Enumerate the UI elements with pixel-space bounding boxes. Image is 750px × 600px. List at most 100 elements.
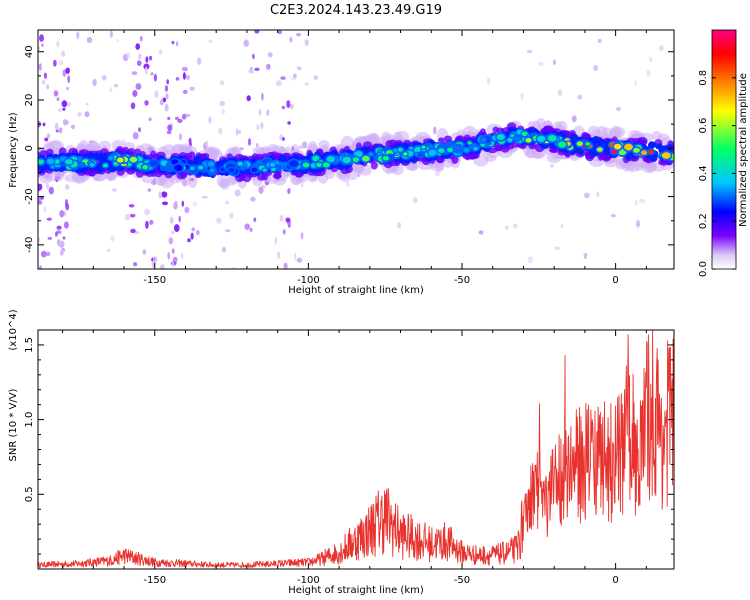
spectrogram-speckle (583, 192, 590, 199)
spectrogram-speckle (131, 71, 138, 75)
spectrogram-speckle (56, 40, 60, 48)
y-tick-label: -20 (24, 188, 35, 204)
y-tick-label: 1.5 (24, 337, 35, 353)
spectrogram-speckle (300, 232, 304, 240)
spectrogram-cell (278, 154, 287, 162)
spectrogram-peak (507, 138, 513, 143)
spectrogram-speckle (61, 100, 68, 108)
spectrogram-speckle (142, 249, 147, 255)
spectrogram-speckle (296, 257, 303, 263)
spectrogram-peak (60, 162, 65, 166)
spectrogram-speckle (61, 50, 66, 57)
spectrogram-speckle (38, 63, 42, 71)
spectrogram-speckle (253, 217, 257, 222)
spectrogram-speckle (173, 200, 178, 208)
spectrogram-speckle (197, 57, 202, 65)
spectrogram-speckle (59, 210, 65, 218)
spectrogram-x-ticks: -150 -100 -50 0 (62, 30, 647, 286)
spectrogram-speckle (40, 250, 47, 258)
spectrogram-cell (179, 143, 192, 154)
spectrogram-speckle (175, 41, 179, 47)
spectrogram-speckle (46, 84, 50, 90)
spectrogram-speckle (54, 231, 58, 237)
spectrogram-speckle (135, 43, 140, 50)
colorbar-tick-label: 0.8 (698, 70, 709, 86)
snr-x-ticks: -150 -100 -50 0 (62, 330, 647, 586)
spectrogram-speckle (152, 256, 158, 263)
spectrogram-peak (521, 131, 528, 136)
spectrogram-speckle (397, 222, 402, 229)
spectrogram-peak (641, 150, 647, 155)
spectrogram-peak (142, 165, 149, 170)
spectrogram-speckle (285, 217, 291, 223)
spectrogram-speckle (635, 200, 638, 206)
spectrogram-speckle (221, 246, 227, 253)
spectrogram-speckle (86, 102, 89, 106)
colorbar-label: Normalized spectral amplitude (738, 73, 749, 227)
spectrogram-peak (171, 159, 179, 165)
y-tick-label: 0 (24, 145, 35, 151)
spectrogram-cell (648, 142, 657, 148)
spectrogram-speckle (144, 208, 151, 216)
spectrogram-speckle (171, 248, 175, 254)
spectrogram-speckle (248, 69, 254, 74)
spectrogram-speckle (57, 108, 62, 112)
spectrogram-speckle (139, 35, 143, 42)
spectrogram-cell (39, 165, 45, 174)
spectrogram-cell (95, 166, 103, 173)
spectrogram-speckle (300, 181, 304, 188)
spectrogram-cell (219, 178, 228, 188)
spectrogram-speckle (84, 111, 90, 118)
spectrogram-speckle (130, 102, 136, 110)
spectrogram-cell (340, 135, 354, 150)
spectrogram-speckle (160, 264, 165, 269)
spectrogram-speckle (250, 196, 256, 202)
spectrogram-speckle (65, 184, 70, 190)
spectrogram-peak (576, 141, 583, 147)
spectrogram-peak (174, 164, 183, 171)
spectrogram-speckle (282, 137, 285, 141)
spectrogram-peak (190, 166, 195, 171)
spectrogram-speckle (244, 223, 250, 230)
x-tick-label: -50 (454, 575, 470, 586)
x-tick-label: -100 (297, 575, 320, 586)
spectrogram-cell (39, 174, 53, 184)
spectrogram-speckle (148, 117, 152, 122)
spectrogram-speckle (577, 94, 583, 100)
spectrogram-speckle (221, 108, 225, 115)
spectrogram-peak (46, 158, 55, 164)
x-tick-label: -150 (143, 275, 166, 286)
colorbar-gradient (711, 29, 737, 270)
spectrogram-peak (463, 148, 470, 153)
spectrogram-peak (514, 136, 521, 141)
spectrogram-cell (634, 163, 644, 171)
spectrogram-speckle (192, 200, 197, 207)
spectrogram-speckle (180, 252, 184, 259)
colorbar-tick-label: 0.2 (698, 213, 709, 229)
spectrogram-speckle (167, 116, 171, 121)
spectrogram-speckle (59, 59, 64, 66)
x-tick-label: -50 (454, 275, 470, 286)
spectrogram-speckle (648, 56, 653, 63)
spectrogram-peak (207, 161, 215, 167)
spectrogram-cell (528, 143, 537, 150)
spectrogram-speckle (65, 67, 70, 74)
spectrogram-speckle (266, 109, 270, 116)
spectrogram-speckle (132, 132, 139, 140)
spectrogram-speckle (130, 228, 136, 234)
spectrogram-cell (240, 169, 247, 175)
spectrogram-speckle (63, 221, 69, 229)
spectrogram-speckle (138, 127, 141, 133)
spectrogram-peak (467, 141, 472, 145)
spectrogram-speckle (249, 227, 253, 232)
spectrogram-speckle (46, 217, 52, 221)
snr-y-scale-label: (x10^4) (8, 309, 19, 350)
spectrogram-speckle (181, 200, 184, 207)
spectrogram-cell (272, 173, 282, 179)
spectrogram-cell (407, 162, 418, 172)
spectrogram-speckle (42, 122, 46, 127)
spectrogram-speckle (593, 64, 599, 72)
spectrogram-speckle (287, 121, 291, 125)
colorbar-tick-label: 0.0 (698, 261, 709, 277)
spectrogram-speckle (520, 92, 524, 101)
